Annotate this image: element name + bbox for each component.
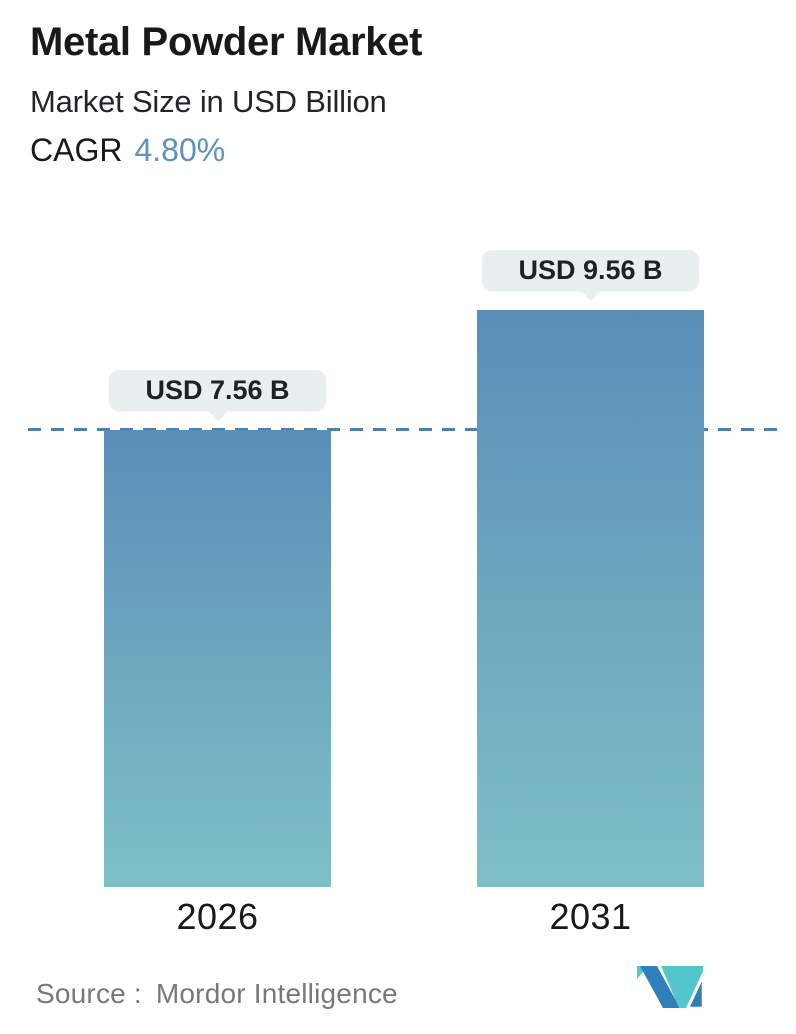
page-subtitle: Market Size in USD Billion: [30, 84, 387, 119]
source-attribution: Source : Mordor Intelligence: [36, 978, 398, 1010]
value-callout-2031: USD 9.56 B: [482, 250, 699, 291]
bar-2026: [104, 430, 331, 887]
x-axis-label-2031: 2031: [549, 896, 632, 937]
cagr-row: CAGR 4.80%: [30, 132, 225, 169]
baseline-dashed-line: [28, 428, 782, 431]
bar-group-2031: USD 9.56 B: [477, 250, 704, 887]
cagr-value: 4.80%: [134, 132, 226, 168]
source-label: Source :: [36, 978, 142, 1009]
bar-2031: [477, 310, 704, 887]
source-name: Mordor Intelligence: [155, 978, 398, 1009]
x-axis-label-2026: 2026: [176, 896, 259, 937]
cagr-label: CAGR: [30, 132, 123, 168]
mordor-intelligence-logo: [637, 966, 703, 1008]
page-title: Metal Powder Market: [30, 20, 423, 64]
callout-tail-icon: [578, 289, 603, 301]
value-callout-2026: USD 7.56 B: [109, 370, 326, 411]
bar-group-2026: USD 7.56 B: [104, 370, 331, 887]
callout-tail-icon: [205, 409, 230, 421]
